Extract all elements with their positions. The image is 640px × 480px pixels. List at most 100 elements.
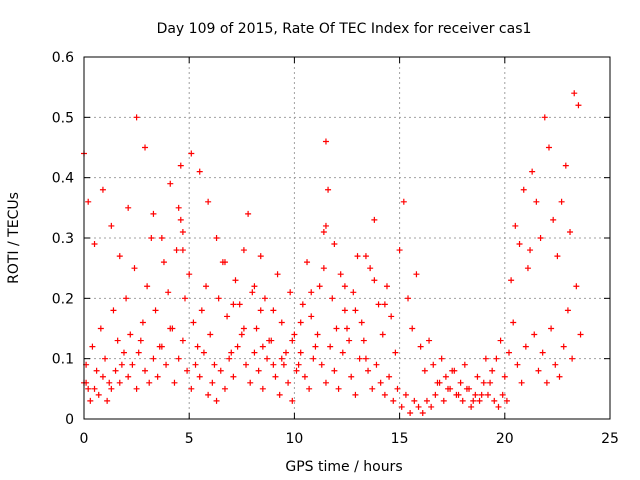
data-point — [352, 307, 359, 314]
data-point — [116, 379, 123, 386]
data-point — [508, 277, 515, 284]
data-point — [318, 361, 325, 368]
data-point — [270, 307, 277, 314]
data-point — [487, 379, 494, 386]
data-point — [506, 349, 513, 356]
data-point — [264, 355, 271, 362]
data-point — [556, 373, 563, 380]
data-point — [287, 289, 294, 296]
data-point — [415, 403, 422, 410]
data-point — [304, 259, 311, 266]
data-point — [148, 235, 155, 241]
data-point — [102, 355, 109, 362]
data-point — [489, 367, 496, 374]
data-point — [331, 367, 338, 374]
data-point — [444, 385, 451, 392]
data-point — [158, 235, 165, 241]
data-point — [196, 168, 203, 175]
data-point — [299, 301, 306, 308]
data-point — [251, 283, 258, 290]
data-point — [327, 343, 334, 350]
data-point — [472, 391, 479, 398]
data-point — [394, 385, 401, 392]
data-point — [142, 144, 149, 151]
data-point — [268, 337, 275, 344]
data-point — [377, 379, 384, 386]
data-point — [468, 403, 475, 410]
data-point — [503, 397, 510, 404]
data-point — [350, 289, 357, 296]
data-point — [251, 349, 258, 356]
data-point — [293, 367, 300, 374]
data-point — [125, 373, 132, 380]
data-point — [175, 204, 182, 211]
data-point — [333, 325, 340, 332]
data-point — [171, 379, 178, 386]
data-point — [291, 331, 298, 338]
data-point — [184, 367, 191, 374]
y-axis-ticks: 0 0.1 0.2 0.3 0.4 0.5 0.6 — [52, 50, 610, 428]
data-point — [539, 349, 546, 356]
grid — [84, 57, 610, 419]
data-point — [89, 343, 96, 350]
data-point — [91, 385, 98, 392]
data-point — [405, 295, 412, 302]
data-point — [272, 373, 279, 380]
data-point — [312, 343, 319, 350]
data-point — [245, 210, 252, 217]
data-point — [497, 337, 504, 344]
data-point — [548, 325, 555, 332]
data-point — [375, 301, 382, 308]
data-point — [160, 259, 167, 266]
data-point — [133, 385, 140, 392]
data-point — [205, 391, 212, 398]
data-point — [181, 295, 188, 302]
data-point — [85, 385, 92, 392]
data-point — [131, 265, 138, 272]
data-point — [335, 385, 342, 392]
data-point — [177, 216, 184, 223]
data-point — [270, 361, 277, 368]
data-point — [188, 150, 195, 157]
data-point — [259, 343, 266, 350]
x-axis-label: GPS time / hours — [285, 459, 402, 475]
data-point — [495, 403, 502, 410]
data-point — [512, 222, 519, 229]
data-point — [417, 343, 424, 350]
data-point — [261, 295, 268, 302]
data-point — [352, 391, 359, 398]
data-point — [142, 367, 149, 374]
data-point — [316, 283, 323, 290]
data-point — [470, 397, 477, 404]
data-point — [545, 144, 552, 151]
data-point — [320, 228, 327, 235]
data-point — [476, 397, 483, 404]
y-tick-label: 0.2 — [52, 291, 74, 307]
data-point — [567, 228, 574, 235]
x-axis-ticks: 0 5 10 15 20 25 — [80, 57, 619, 447]
data-point — [129, 361, 136, 368]
data-point — [179, 247, 186, 254]
data-point — [114, 337, 121, 344]
data-point — [297, 349, 304, 356]
data-point — [282, 349, 289, 356]
data-point — [221, 385, 228, 392]
data-point — [280, 361, 287, 368]
data-point — [358, 319, 365, 326]
data-point — [230, 373, 237, 380]
data-point — [354, 253, 361, 260]
data-point — [257, 307, 264, 314]
data-point — [373, 361, 380, 368]
data-point — [146, 379, 153, 386]
data-point — [192, 361, 199, 368]
data-point — [167, 180, 174, 187]
data-point — [411, 397, 418, 404]
data-point — [278, 319, 285, 326]
data-point — [514, 361, 521, 368]
data-point — [531, 331, 538, 338]
data-point — [564, 307, 571, 314]
data-point — [466, 385, 473, 392]
data-point — [125, 204, 132, 211]
data-point — [118, 361, 125, 368]
data-point — [432, 391, 439, 398]
